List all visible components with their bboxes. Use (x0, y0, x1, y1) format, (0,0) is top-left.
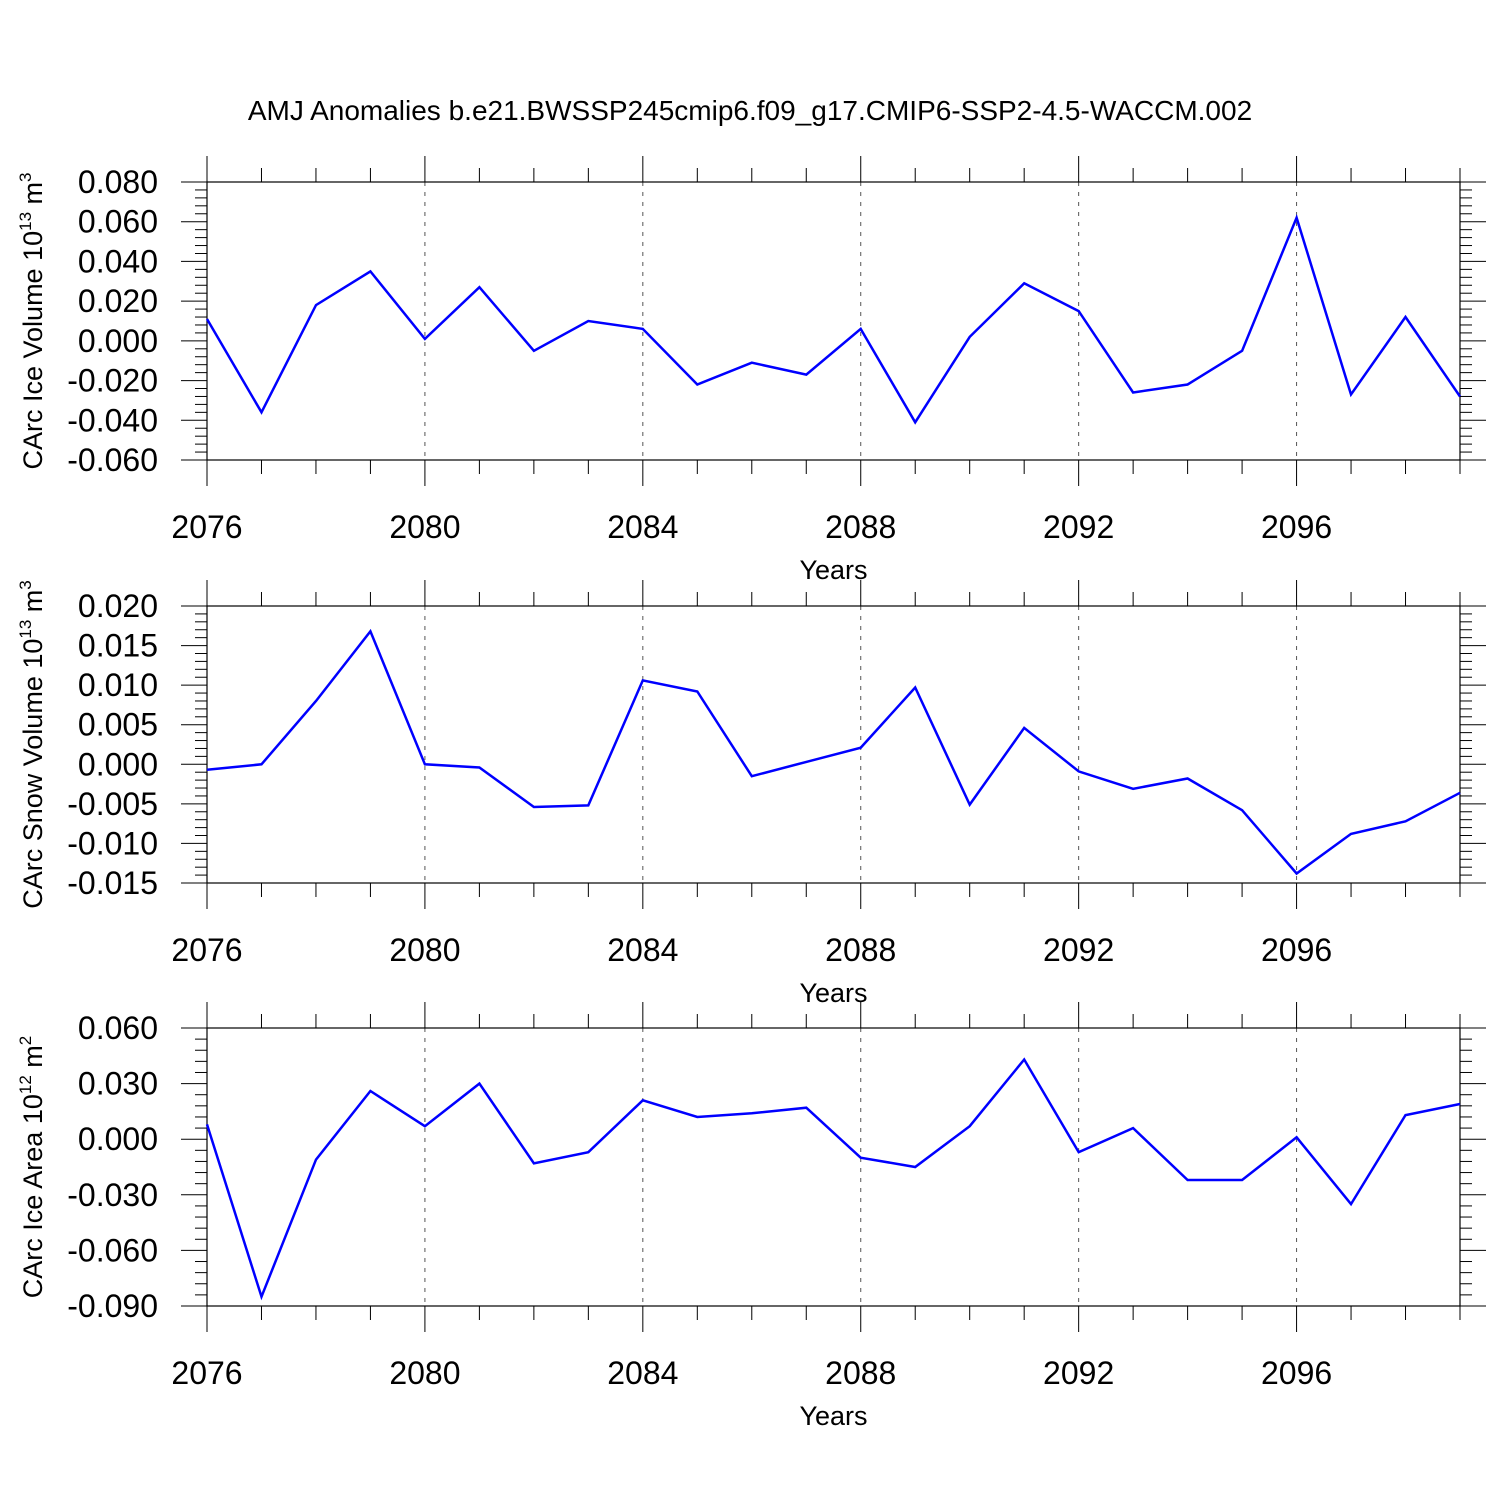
x-tick-label: 2092 (1043, 932, 1114, 968)
y-tick-label: 0.000 (78, 746, 158, 782)
y-tick-label: 0.020 (78, 588, 158, 624)
x-tick-label: 2084 (607, 1355, 678, 1391)
y-tick-label: -0.090 (67, 1288, 158, 1324)
y-axis-title: CArc Ice Area 1012 m2 (16, 1036, 48, 1299)
y-tick-label: 0.005 (78, 707, 158, 743)
x-tick-label: 2096 (1261, 1355, 1332, 1391)
y-tick-label: -0.015 (67, 865, 158, 901)
y-axis-title: CArc Snow Volume 1013 m3 (16, 580, 48, 909)
y-tick-label: -0.020 (67, 363, 158, 399)
y-tick-label: 0.060 (78, 204, 158, 240)
x-tick-label: 2076 (171, 509, 242, 545)
x-tick-label: 2076 (171, 932, 242, 968)
y-tick-label: 0.010 (78, 667, 158, 703)
x-axis-title: Years (799, 1401, 867, 1431)
x-tick-label: 2084 (607, 932, 678, 968)
x-tick-label: 2088 (825, 509, 896, 545)
plot-frame (206, 1027, 1461, 1307)
series-line (205, 1057, 1461, 1301)
y-tick-label: -0.040 (67, 402, 158, 438)
y-tick-label: 0.030 (78, 1066, 158, 1102)
x-axis-title: Years (799, 555, 867, 585)
x-tick-label: 2080 (389, 1355, 460, 1391)
y-tick-label: -0.030 (67, 1177, 158, 1213)
y-tick-label: 0.060 (78, 1010, 158, 1046)
y-tick-label: -0.060 (67, 442, 158, 478)
panel-ice-area: -0.090 -0.060 -0.030 0.000 0.030 0.060 2076 208… (16, 1002, 1486, 1431)
series-line (206, 628, 1461, 876)
x-tick-label: 2096 (1261, 509, 1332, 545)
x-tick-label: 2092 (1043, 509, 1114, 545)
x-axis-title: Years (799, 978, 867, 1008)
y-tick-label: 0.000 (78, 323, 158, 359)
y-tick-label: -0.005 (67, 786, 158, 822)
x-tick-label: 2088 (825, 1355, 896, 1391)
panels: -0.060-0.040-0.0200.0000.0200.0400.0600.… (16, 156, 1486, 1431)
x-tick-label: 2096 (1261, 932, 1332, 968)
y-tick-label: 0.020 (78, 283, 158, 319)
x-tick-label: 2088 (825, 932, 896, 968)
y-tick-label: -0.010 (67, 825, 158, 861)
x-tick-label: 2076 (171, 1355, 242, 1391)
y-tick-label: 0.080 (78, 164, 158, 200)
y-tick-label: 0.040 (78, 243, 158, 279)
y-tick-label: -0.060 (67, 1232, 158, 1268)
series-line (205, 213, 1462, 425)
figure-title: AMJ Anomalies b.e21.BWSSP245cmip6.f09_g1… (248, 95, 1252, 126)
plot-frame (206, 605, 1461, 884)
y-tick-label: 0.000 (78, 1121, 158, 1157)
x-tick-label: 2092 (1043, 1355, 1114, 1391)
x-tick-label: 2084 (607, 509, 678, 545)
plot-frame (206, 181, 1461, 461)
x-tick-label: 2080 (389, 509, 460, 545)
y-axis-title: CArc Ice Volume 1013 m3 (16, 172, 48, 469)
y-tick-label: 0.015 (78, 628, 158, 664)
x-tick-label: 2080 (389, 932, 460, 968)
